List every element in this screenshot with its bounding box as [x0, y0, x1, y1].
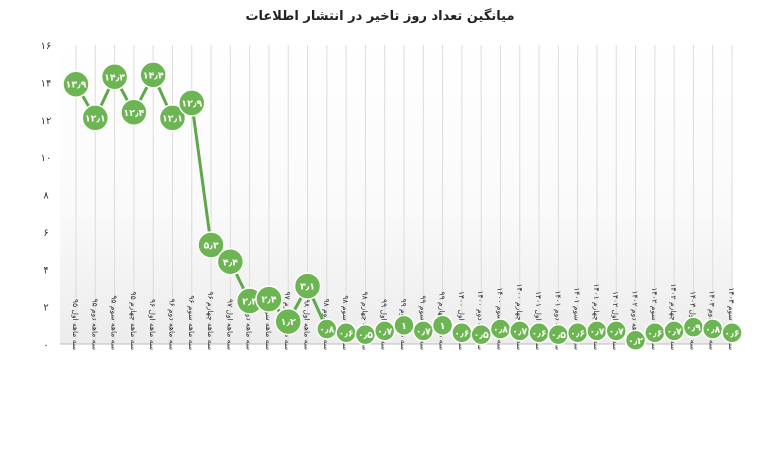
data-label: ۳٫۱ — [300, 282, 315, 293]
data-label: ۲٫۳ — [242, 297, 257, 308]
data-label: ۱ — [401, 321, 407, 332]
x-tick-label: سه ماهه اول ۹۸ — [303, 299, 312, 350]
data-point — [373, 320, 396, 342]
data-point — [721, 322, 743, 344]
data-label: ۰٫۷ — [512, 326, 527, 337]
data-label: ۰٫۸ — [319, 325, 334, 336]
data-label: ۴٫۴ — [223, 257, 238, 268]
x-tick-label: سه ماهه دوم ۹۶ — [167, 299, 176, 350]
data-point — [62, 70, 90, 98]
data-label: ۱۲٫۹ — [181, 98, 202, 109]
y-tick-label: ۱۲ — [41, 116, 52, 127]
data-point — [624, 329, 647, 352]
data-point — [274, 307, 302, 336]
data-label: ۰٫۵ — [358, 330, 373, 341]
x-tick-label: سه ماهه چهارم ۹۶ — [206, 292, 215, 350]
y-tick-label: ۸ — [43, 191, 49, 202]
data-point — [197, 231, 225, 259]
data-label: ۱۲٫۱ — [162, 113, 183, 124]
x-tick-label: سه ماهه چهارم ۱۴۰۱ — [592, 283, 601, 350]
y-tick-label: ۶ — [43, 228, 48, 239]
data-label: ۰٫۸ — [493, 325, 508, 336]
x-tick-label: سه ماهه سوم ۹۶ — [187, 295, 196, 350]
x-tick-label: سه ماهه اول ۱۴۰۰ — [457, 291, 466, 350]
y-tick-label: ۲ — [43, 303, 48, 314]
data-point — [470, 323, 492, 346]
data-label: ۲٫۴ — [261, 295, 276, 306]
data-markers: ۱۳٫۹ ۱۲٫۱ ۱۴٫۳ ۱۲٫۴ ۱۴٫۴ ۱۲٫۱ ۱۲٫۹ ۵٫۳ ۴٫۴ ۲٫۳ ۲٫۴… — [62, 61, 743, 352]
x-tick-label: سه ماهه دوم ۹۷ — [245, 299, 254, 350]
x-tick-label: سه ماهه دوم ۱۴۰۱ — [553, 291, 562, 350]
data-point — [431, 314, 454, 337]
data-point — [605, 320, 627, 342]
data-label: ۰٫۶ — [647, 328, 662, 339]
x-tick-label: سه ماهه دوم ۱۴۰۲ — [631, 291, 640, 350]
data-label: ۰٫۷ — [416, 326, 431, 337]
y-tick-label: ۱۰ — [41, 153, 52, 164]
data-point — [81, 104, 110, 132]
data-label: ۰٫۶ — [570, 328, 585, 339]
y-tick-label: ۴ — [43, 265, 48, 276]
x-tick-label: سه ماهه سوم ۱۴۰۳ — [727, 287, 736, 350]
data-label: ۰٫۹ — [686, 323, 701, 334]
data-point — [120, 98, 148, 127]
x-tick-label: سه ماهه چهارم ۱۴۰۰ — [515, 283, 524, 350]
x-tick-label: سه ماهه چهارم ۹۵ — [129, 292, 138, 350]
data-label: ۱٫۲ — [281, 317, 296, 328]
y-tick-label: ۰ — [43, 340, 48, 351]
data-label: ۰٫۶ — [531, 328, 546, 339]
data-label: ۰٫۶ — [724, 328, 739, 339]
data-label: ۰٫۷ — [609, 326, 624, 337]
data-label: ۵٫۳ — [203, 240, 218, 251]
y-tick-label: ۱۴ — [41, 78, 52, 89]
data-point — [100, 63, 129, 91]
data-label: ۰٫۶ — [454, 328, 469, 339]
data-point — [216, 248, 245, 276]
data-point — [412, 320, 435, 342]
data-point — [255, 285, 283, 313]
x-tick-label: سه ماهه چهارم ۹۸ — [360, 292, 369, 350]
data-label: ۰٫۷ — [377, 326, 392, 337]
data-label: ۰٫۷ — [667, 326, 682, 337]
y-axis: ۰ ۲ ۴ ۶ ۸ ۱۰ ۱۲ ۱۴ ۱۶ — [41, 41, 52, 351]
data-point — [393, 314, 415, 337]
data-label: ۰٫۷ — [589, 326, 604, 337]
data-label: ۱۴٫۴ — [143, 70, 164, 81]
x-tick-label: سه ماهه سوم ۱۴۰۱ — [573, 287, 582, 350]
x-tick-label: سه ماهه اول ۹۵ — [71, 299, 80, 350]
data-label: ۱ — [440, 321, 446, 332]
data-label: ۱۲٫۱ — [85, 113, 106, 124]
data-label: ۰٫۲ — [628, 336, 643, 347]
data-point — [158, 104, 187, 132]
x-tick-label: سه ماهه اول ۹۶ — [148, 299, 157, 350]
data-label: ۱۳٫۹ — [66, 80, 87, 91]
x-tick-label: سه ماهه سوم ۹۵ — [110, 295, 119, 350]
x-tick-label: سه ماهه دوم ۹۵ — [90, 299, 99, 350]
x-tick-label: سه ماهه سوم ۹۷ — [264, 295, 273, 350]
data-label: ۰٫۵ — [474, 330, 489, 341]
x-tick-label: سه ماهه اول ۹۷ — [225, 299, 234, 350]
data-point — [139, 61, 167, 89]
data-label: ۰٫۶ — [339, 328, 354, 339]
data-label: ۰٫۵ — [551, 330, 566, 341]
y-tick-label: ۱۶ — [41, 41, 52, 52]
data-point — [293, 272, 322, 300]
data-label: ۰٫۸ — [705, 325, 720, 336]
chart-title: میانگین تعداد روز تاخیر در انتشار اطلاعا… — [245, 8, 514, 24]
x-tick-label: سه ماهه اول ۱۴۰۱ — [534, 291, 543, 350]
data-label: ۱۲٫۴ — [123, 108, 144, 119]
data-point — [178, 89, 206, 117]
x-tick-label: سه ماهه چهارم ۱۴۰۲ — [669, 283, 678, 350]
x-tick-label: سه ماهه سوم ۱۴۰۲ — [650, 287, 659, 350]
data-label: ۱۴٫۳ — [104, 72, 125, 83]
x-tick-label: سه ماهه دوم ۱۴۰۰ — [476, 291, 485, 350]
